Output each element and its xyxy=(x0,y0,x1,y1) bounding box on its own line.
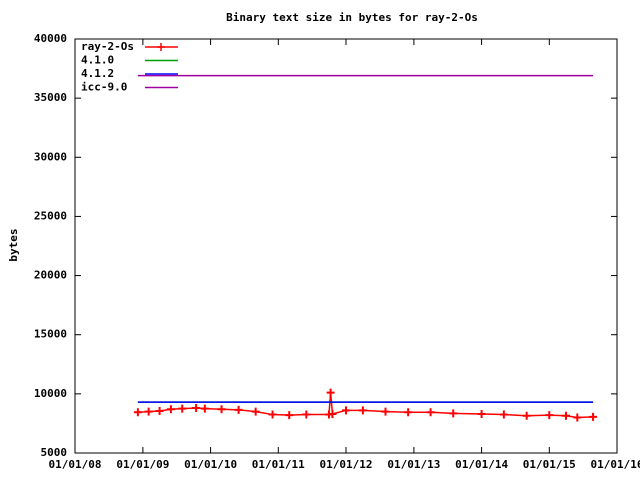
point-marker xyxy=(217,405,226,414)
point-marker xyxy=(358,406,367,415)
legend-label: 4.1.2 xyxy=(81,67,114,80)
point-marker xyxy=(426,408,435,417)
x-tick-label: 01/01/11 xyxy=(252,458,305,471)
legend-label: ray-2-Os xyxy=(81,40,134,53)
x-tick-label: 01/01/14 xyxy=(455,458,508,471)
point-marker xyxy=(545,411,554,420)
point-marker xyxy=(302,410,311,419)
point-marker xyxy=(234,405,243,414)
point-marker xyxy=(342,406,350,415)
point-marker xyxy=(589,412,598,421)
legend-marker xyxy=(157,43,165,51)
point-marker xyxy=(328,409,337,418)
y-tick-label: 10000 xyxy=(34,387,67,400)
y-tick-label: 35000 xyxy=(34,91,67,104)
x-tick-label: 01/01/08 xyxy=(49,458,102,471)
point-marker xyxy=(251,407,260,416)
legend-label: icc-9.0 xyxy=(81,81,127,94)
x-tick-label: 01/01/13 xyxy=(387,458,440,471)
x-tick-label: 01/01/16 xyxy=(591,458,640,471)
y-tick-label: 40000 xyxy=(34,32,67,45)
point-marker xyxy=(166,405,175,414)
point-marker xyxy=(144,407,153,416)
y-axis-label: bytes xyxy=(7,228,20,261)
point-marker xyxy=(133,408,142,417)
point-marker xyxy=(477,409,486,418)
point-marker xyxy=(381,407,390,416)
point-marker xyxy=(155,407,164,416)
point-marker xyxy=(561,411,570,420)
point-marker xyxy=(404,408,413,417)
point-marker xyxy=(499,410,508,419)
y-tick-label: 5000 xyxy=(41,446,68,459)
point-marker xyxy=(573,413,582,422)
x-tick-label: 01/01/15 xyxy=(523,458,576,471)
point-marker xyxy=(449,409,458,418)
point-marker xyxy=(268,410,277,419)
y-tick-label: 15000 xyxy=(34,328,67,341)
point-marker xyxy=(522,411,531,420)
y-tick-label: 20000 xyxy=(34,269,67,282)
chart-title: Binary text size in bytes for ray-2-Os xyxy=(226,11,478,24)
point-marker xyxy=(178,404,187,413)
x-tick-label: 01/01/09 xyxy=(116,458,169,471)
point-marker xyxy=(192,404,201,413)
point-marker xyxy=(285,411,294,420)
y-tick-label: 25000 xyxy=(34,209,67,222)
point-marker xyxy=(200,404,209,413)
point-marker xyxy=(326,388,335,397)
x-tick-label: 01/01/12 xyxy=(320,458,373,471)
x-tick-label: 01/01/10 xyxy=(184,458,237,471)
legend-label: 4.1.0 xyxy=(81,54,114,67)
y-tick-label: 30000 xyxy=(34,150,67,163)
